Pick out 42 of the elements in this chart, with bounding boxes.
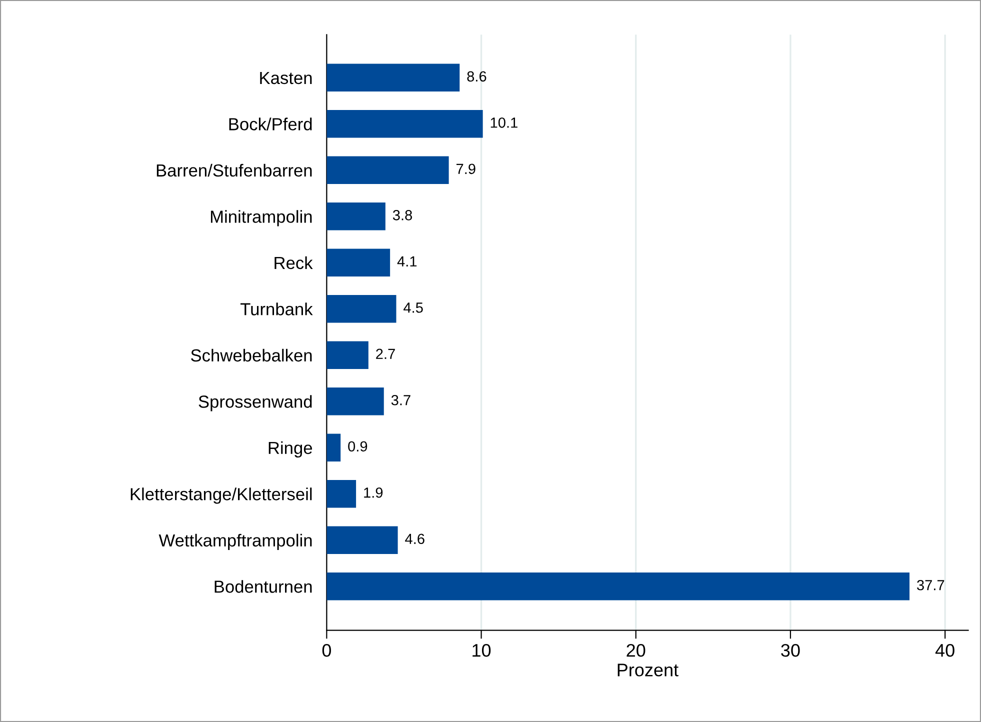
data-label: 10.1 <box>490 118 518 128</box>
data-label: 4.5 <box>404 302 423 313</box>
bar <box>326 434 341 462</box>
x-axis-title: Prozent <box>618 664 678 676</box>
x-tick-label: 40 <box>935 644 954 657</box>
bar <box>326 388 384 416</box>
data-label: 4.6 <box>405 534 424 544</box>
data-label: 4.1 <box>397 256 417 266</box>
y-tick-label: Minitrampolin <box>210 210 312 226</box>
data-label: 7.9 <box>456 164 476 174</box>
bar <box>326 156 449 184</box>
data-label: 8.6 <box>467 71 486 82</box>
y-tick-label: Wettkampftrampolin <box>158 534 312 550</box>
data-label: 0.9 <box>348 441 368 452</box>
data-label: 37.7 <box>917 580 944 590</box>
y-tick-label: Barren/Stufenbarren <box>156 164 312 177</box>
data-label: 3.7 <box>391 394 410 406</box>
bar <box>326 202 386 230</box>
bar <box>326 526 398 554</box>
y-tick-label: Sprossenwand <box>198 395 312 412</box>
data-label: 1.9 <box>364 487 383 498</box>
data-label: 3.8 <box>392 210 412 220</box>
x-tick-label: 10 <box>472 644 491 657</box>
bar <box>326 64 460 92</box>
y-tick-label: Bodenturnen <box>214 580 312 593</box>
y-tick-label: Kletterstange/Kletterseil <box>130 488 312 504</box>
x-tick-label: 20 <box>626 644 646 657</box>
bar <box>326 295 396 323</box>
x-tick-label: 30 <box>781 644 800 657</box>
bar <box>326 480 356 508</box>
bar <box>326 341 368 370</box>
bar <box>326 110 483 138</box>
bar <box>326 572 910 600</box>
y-tick-label: Schwebebalken <box>191 348 312 362</box>
y-tick-label: Reck <box>274 256 313 270</box>
data-label: 2.7 <box>376 348 395 359</box>
y-tick-label: Bock/Pferd <box>229 118 312 130</box>
x-tick-label: 0 <box>322 644 331 657</box>
y-tick-label: Kasten <box>260 72 312 84</box>
y-tick-label: Ringe <box>268 441 312 458</box>
bar <box>326 248 390 277</box>
y-tick-label: Turnbank <box>240 302 313 316</box>
